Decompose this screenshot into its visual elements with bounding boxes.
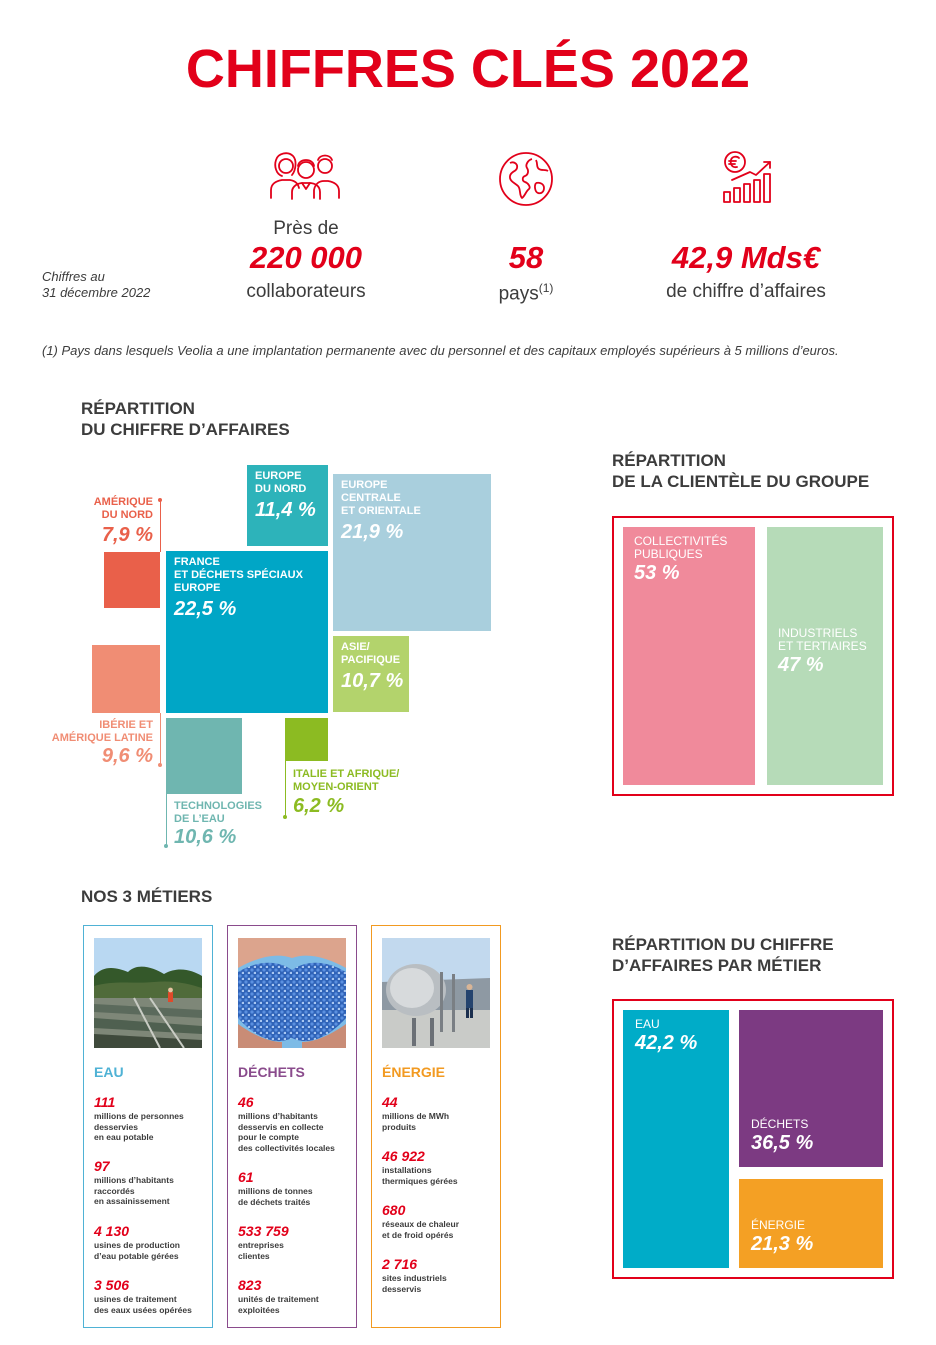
clientele-frame — [612, 516, 894, 796]
footnote-mark: (1) — [538, 281, 554, 295]
dechets-photo — [238, 938, 346, 1048]
metier-eau-stat-4: 3 506 usines de traitement des eaux usées… — [94, 1277, 192, 1315]
segment-technologies-label: TECHNOLOGIES DE L’EAU — [174, 800, 263, 825]
energie-photo — [382, 938, 490, 1048]
eau-photo — [94, 938, 202, 1048]
metier-dechets-stat-3: 533 759 entreprises clientes — [238, 1223, 289, 1261]
segment-iberie-label: IBÉRIE ET AMÉRIQUE LATINE — [51, 719, 153, 744]
metier-energie-stat-1: 44 millions de MWh produits — [382, 1094, 450, 1132]
globe-icon — [499, 152, 553, 206]
metier-card-energie: ÉNERGIE 44 millions de MWh produits 46 92… — [371, 925, 501, 1328]
metier-energie-stat-4: 2 716 sites industriels desservis — [382, 1256, 447, 1294]
kpi-countries-label: pays(1) — [498, 281, 554, 305]
kpi-employees-prefix: Près de — [273, 218, 339, 239]
metiers-title: NOS 3 MÉTIERS — [81, 887, 213, 906]
kpi-employees-label: collaborateurs — [246, 281, 366, 302]
segment-france: FRANCE ET DÉCHETS SPÉCIAUX EUROPE 22,5 % — [166, 551, 328, 713]
business-energie: ÉNERGIE 21,3 % — [739, 1179, 883, 1268]
clientele-collectivites: COLLECTIVITÉS PUBLIQUES 53 % — [623, 527, 755, 785]
segment-europe-nord: EUROPE DU NORD 11,4 % — [247, 465, 328, 546]
page-title: CHIFFRES CLÉS 2022 — [185, 39, 751, 99]
metier-dechets-stat-4: 823 unités de traitement exploitées — [238, 1277, 319, 1315]
metier-energie-name: ÉNERGIE — [382, 1064, 446, 1080]
segment-italie-value: 6,2 % — [293, 795, 345, 817]
clientele-industriels: INDUSTRIELS ET TERTIAIRES 47 % — [767, 527, 883, 785]
segment-italie — [285, 718, 328, 761]
kpi-revenue-value: 42,9 Mds€ — [671, 240, 821, 275]
segment-iberie-value: 9,6 % — [101, 745, 153, 767]
metier-dechets-stat-2: 61 millions de tonnes de déchets traités — [238, 1169, 313, 1207]
segment-iberie — [92, 645, 160, 713]
clientele-title: RÉPARTITION DE LA CLIENTÈLE DU GROUPE — [612, 451, 870, 491]
metier-energie-stat-3: 680 réseaux de chaleur et de froid opérés — [382, 1202, 460, 1240]
metier-dechets-stat-1: 46 millions d’habitants desservis en coll… — [238, 1094, 335, 1153]
kpi-revenue-label: de chiffre d’affaires — [666, 281, 826, 302]
metier-card-dechets: DÉCHETS 46 millions d’habitants desservis… — [227, 925, 357, 1328]
segment-technologies — [166, 718, 242, 794]
metier-dechets-name: DÉCHETS — [238, 1064, 305, 1080]
segment-italie-label: ITALIE ET AFRIQUE/MOYEN-ORIENT — [293, 768, 400, 793]
segment-technologies-value: 10,6 % — [174, 826, 237, 848]
kpi-countries-value: 58 — [508, 240, 544, 275]
segment-amerique-nord-label: AMÉRIQUE DU NORD — [93, 496, 153, 521]
business-eau: EAU 42,2 % — [623, 1010, 729, 1268]
metier-eau-name: EAU — [94, 1064, 124, 1080]
business-dechets: DÉCHETS 36,5 % — [739, 1010, 883, 1167]
revenue-by-business-frame — [612, 999, 894, 1279]
revenue-by-business-title: RÉPARTITION DU CHIFFRE D’AFFAIRES PAR MÉ… — [612, 935, 834, 975]
segment-asie: ASIE/PACIFIQUE 10,7 % — [333, 636, 409, 712]
metier-eau-stat-1: 111 millions de personnes desservies en ea… — [94, 1094, 184, 1142]
people-icon — [270, 152, 340, 200]
euro-growth-chart-icon — [723, 151, 771, 203]
segment-amerique-nord — [104, 552, 160, 608]
metier-eau-stat-2: 97 millions d’habitants raccordés en assai… — [94, 1158, 174, 1206]
revenue-split-title: RÉPARTITION DU CHIFFRE D’AFFAIRES — [81, 399, 290, 439]
metier-eau-stat-3: 4 130 usines de production d’eau potable … — [94, 1223, 180, 1261]
as-of-date: Chiffres au 31 décembre 2022 — [42, 269, 151, 300]
segment-amerique-nord-value: 7,9 % — [101, 524, 153, 546]
metier-card-eau: EAU 111 millions de personnes desservies e… — [83, 925, 213, 1328]
footnote: (1) Pays dans lesquels Veolia a une impl… — [42, 343, 839, 358]
metier-energie-stat-2: 46 922 installations thermiques gérées — [382, 1148, 458, 1186]
kpi-employees-value: 220 000 — [249, 240, 363, 275]
segment-europe-centrale: EUROPE CENTRALE ET ORIENTALE 21,9 % — [333, 474, 491, 631]
